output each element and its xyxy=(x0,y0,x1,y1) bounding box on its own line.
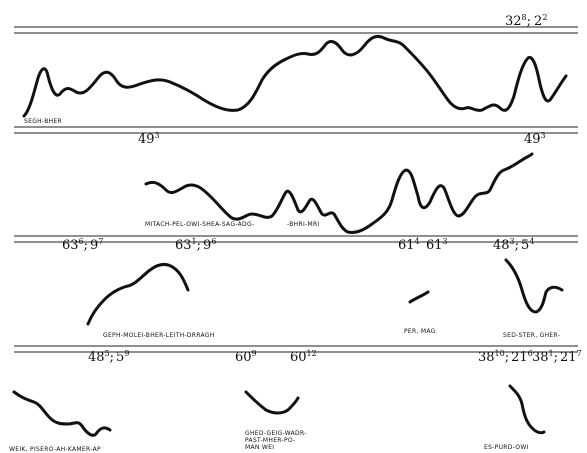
band-2-number-3: 614 xyxy=(398,237,420,253)
band-2-number-4: 613 xyxy=(426,237,448,253)
band-2-curve xyxy=(144,152,534,234)
band-3-number-1: 485; 59 xyxy=(88,349,129,365)
band-3-curve-right xyxy=(504,258,564,314)
band-3-number-2: 609 xyxy=(235,349,257,365)
band-4-curve-right xyxy=(508,384,546,435)
band-2: MITACH-PEL-OWI-SHEA-SAG-ADG- -BHRI-MRI 6… xyxy=(62,152,534,253)
band-4-curve-left xyxy=(12,390,112,437)
band-1: 328; 22 SEGH-BHER 493 493 xyxy=(22,13,568,147)
band-4-label-right: ES-PURD-OWI xyxy=(484,444,529,451)
band-3-curve-mid xyxy=(408,290,430,304)
band-4-curve-mid xyxy=(244,390,300,415)
band-4: WEIK, PISERO-AH-KAMER-AP GHED-GEIG-WADR-… xyxy=(9,384,546,453)
band-4-label-mid-3: MAN WEI xyxy=(245,444,274,451)
band-1-mid-right-number: 493 xyxy=(524,131,546,147)
band-3-label-right: SED-STER, GHER- xyxy=(503,332,560,339)
band-3-number-5: 381; 217 xyxy=(532,349,582,365)
band-2-number-2: 631; 96 xyxy=(175,237,216,253)
band-4-label-left: WEIK, PISERO-AH-KAMER-AP xyxy=(9,446,101,453)
band-1-curve-main xyxy=(22,34,516,118)
band-4-label-mid-2: PAST-MHER-PO- xyxy=(245,437,296,444)
band-3-label-left: GEPH-MOLEI-BHER-LEITH-DRRAGH xyxy=(103,332,215,339)
band-1-label-left: SEGH-BHER xyxy=(24,118,62,125)
band-2-number-5: 483; 54 xyxy=(493,237,534,253)
band-3: GEPH-MOLEI-BHER-LEITH-DRRAGH PER, MAG SE… xyxy=(86,258,582,365)
band-4-label-mid-1: GHED-GEIG-WADR- xyxy=(245,430,307,437)
band-1-curve-right xyxy=(512,56,568,103)
band-3-number-4: 3810; 216 xyxy=(478,349,533,365)
band-2-label: MITACH-PEL-OWI-SHEA-SAG-ADG- xyxy=(145,221,254,228)
band-3-curve-left xyxy=(86,262,190,326)
band-1-top-number: 328; 22 xyxy=(505,13,547,29)
rules xyxy=(14,26,578,353)
band-3-label-mid: PER, MAG xyxy=(404,328,436,335)
band-2-label-2: -BHRI-MRI xyxy=(287,221,320,228)
band-3-number-3: 6012 xyxy=(290,349,317,365)
band-1-mid-left-number: 493 xyxy=(138,131,160,147)
band-2-number-1: 636; 97 xyxy=(62,237,103,253)
